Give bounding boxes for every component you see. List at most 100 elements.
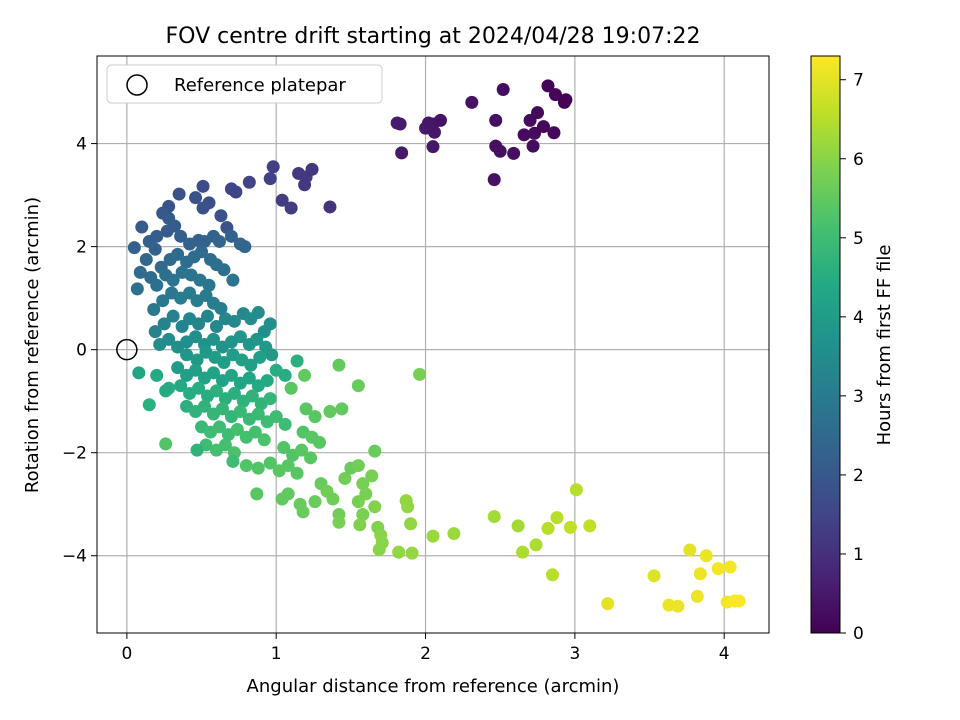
colorbar-label: Hours from first FF file	[874, 245, 895, 446]
data-point	[195, 245, 209, 259]
data-point	[511, 519, 525, 533]
colorbar-ticks: 0 1 2 3 4 5 6 7	[840, 71, 864, 644]
data-point	[196, 179, 210, 193]
data-point	[723, 560, 737, 574]
data-point	[214, 301, 228, 315]
legend-marker-open-circle	[126, 74, 148, 96]
data-point	[139, 252, 153, 266]
data-point	[133, 265, 147, 279]
data-point	[202, 278, 216, 292]
data-point	[226, 454, 240, 468]
data-point	[517, 128, 531, 142]
data-point	[190, 353, 204, 367]
colorbar-gradient	[810, 55, 841, 634]
colorbar-tick-label: 0	[853, 624, 864, 644]
data-point	[298, 368, 312, 382]
data-point	[375, 536, 389, 550]
data-point	[269, 410, 283, 424]
data-point	[526, 139, 540, 153]
x-tick-label: 4	[719, 644, 730, 664]
y-axis-label: Rotation from reference (arcmin)	[22, 197, 43, 493]
data-point	[308, 410, 322, 424]
data-point	[308, 495, 322, 509]
data-point	[323, 404, 337, 418]
data-point	[304, 451, 318, 465]
data-point	[699, 549, 713, 563]
data-point	[583, 519, 597, 533]
data-point	[263, 392, 277, 406]
data-point	[168, 219, 182, 233]
data-point	[132, 366, 146, 380]
data-point	[569, 483, 583, 497]
x-tick-label: 0	[121, 644, 132, 664]
data-point	[541, 521, 555, 535]
data-point	[135, 220, 149, 234]
data-point	[305, 162, 319, 176]
data-point	[351, 379, 365, 393]
colorbar-tick-label: 7	[853, 71, 864, 91]
y-tick-label: −4	[62, 547, 87, 567]
data-point	[647, 569, 661, 583]
data-point	[338, 471, 352, 485]
y-axis-ticks: −4 −2 0 2 4	[62, 135, 97, 567]
data-point	[224, 229, 238, 243]
data-point	[150, 368, 164, 382]
data-point	[528, 126, 542, 140]
data-point	[323, 200, 337, 214]
data-point	[190, 443, 204, 457]
data-point	[159, 384, 173, 398]
data-point	[127, 241, 141, 255]
data-point	[433, 113, 447, 127]
data-point	[263, 172, 277, 186]
data-point	[147, 302, 161, 316]
data-point	[242, 371, 256, 385]
data-point	[157, 317, 171, 331]
data-point	[295, 443, 309, 457]
data-point	[201, 309, 215, 323]
data-point	[275, 193, 289, 207]
data-point	[489, 113, 503, 127]
x-axis-ticks: 0 1 2 3 4	[121, 633, 730, 664]
data-point	[281, 487, 295, 501]
data-point	[507, 146, 521, 160]
data-point	[171, 247, 185, 261]
data-point	[142, 398, 156, 412]
data-point	[296, 505, 310, 519]
data-point	[537, 120, 551, 134]
data-point	[298, 178, 312, 192]
data-point	[171, 361, 185, 375]
data-point	[332, 358, 346, 372]
data-point	[563, 520, 577, 534]
data-point	[531, 106, 545, 120]
data-point	[284, 381, 298, 395]
data-point	[368, 444, 382, 458]
data-point	[550, 511, 564, 525]
y-tick-label: 4	[76, 135, 87, 155]
data-point	[395, 146, 409, 160]
data-point	[159, 437, 173, 451]
data-point	[238, 240, 252, 254]
legend: Reference platepar	[106, 64, 383, 104]
data-point	[192, 381, 206, 395]
legend-label: Reference platepar	[174, 75, 346, 96]
data-point	[174, 379, 188, 393]
data-point	[162, 332, 176, 346]
data-point	[257, 433, 271, 447]
data-point	[172, 187, 186, 201]
y-tick-label: −2	[62, 444, 87, 464]
data-point	[529, 538, 543, 552]
data-point	[335, 402, 349, 416]
data-point	[548, 88, 562, 102]
data-point	[683, 543, 697, 557]
data-point	[250, 332, 264, 346]
data-point	[212, 420, 226, 434]
colorbar: 0 1 2 3 4 5 6 7 Hours from first FF file	[810, 55, 895, 644]
data-point	[206, 332, 220, 346]
colorbar-tick-label: 6	[853, 150, 864, 170]
data-point	[290, 466, 304, 480]
data-point	[545, 568, 559, 582]
data-point	[217, 356, 231, 370]
data-point	[671, 599, 685, 613]
data-point	[253, 350, 267, 364]
data-point	[180, 348, 194, 362]
